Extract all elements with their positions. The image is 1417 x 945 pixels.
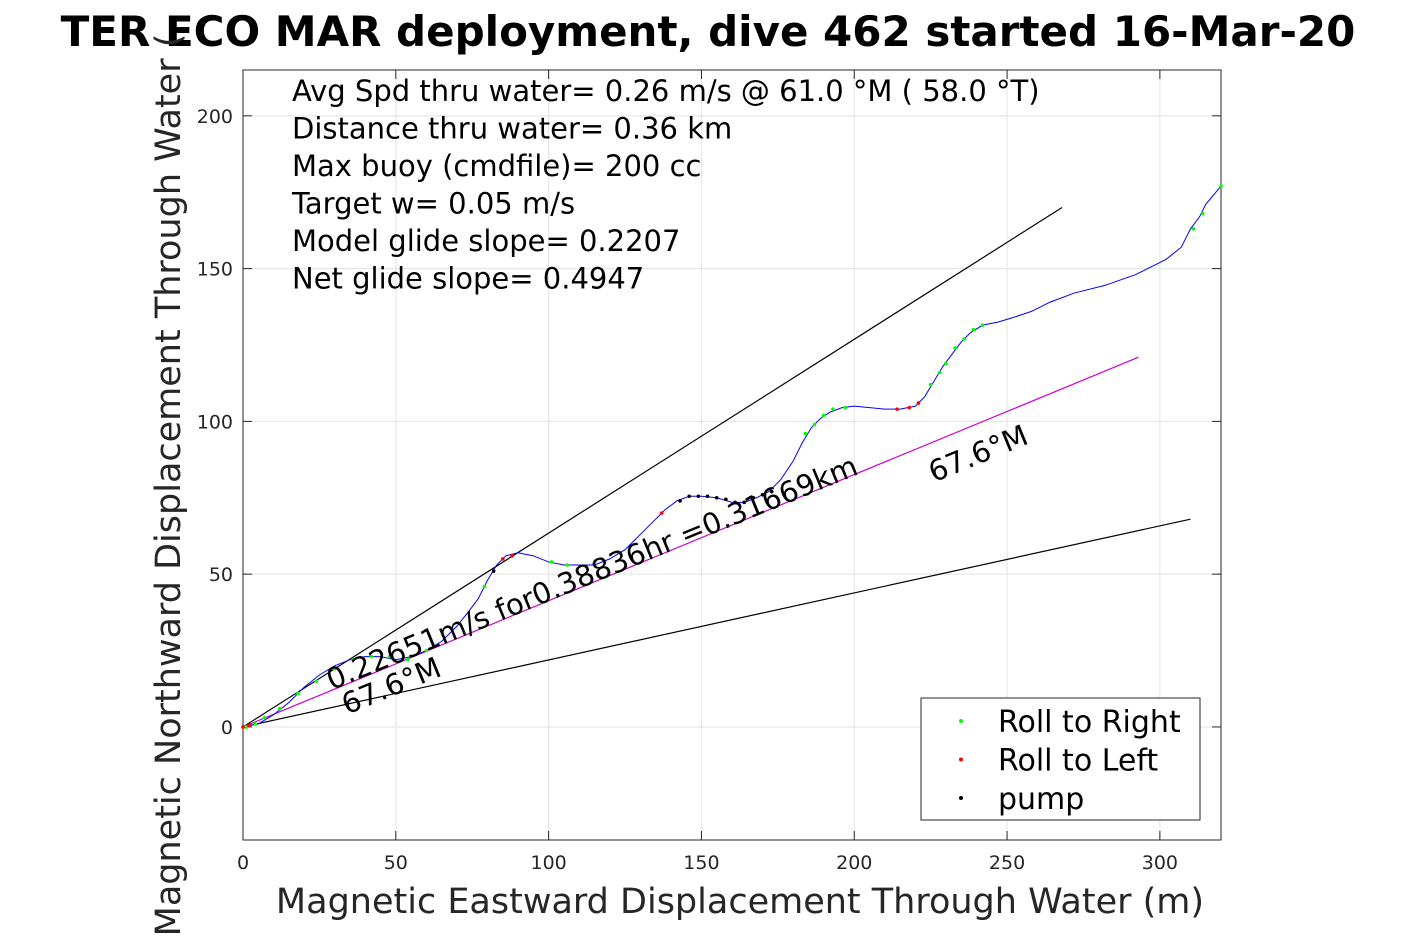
- x-tick-label: 100: [530, 852, 566, 874]
- stat-line: Distance thru water= 0.36 km: [292, 112, 732, 146]
- point-roll-to-left: [241, 725, 245, 729]
- legend-marker: [959, 757, 963, 762]
- point-roll-to-right: [1200, 211, 1205, 216]
- point-roll-to-right: [314, 679, 319, 683]
- point-roll-to-right: [953, 346, 957, 350]
- x-tick-label: 150: [683, 852, 719, 874]
- point-roll-to-right: [277, 706, 282, 711]
- legend-box: [920, 697, 1201, 821]
- legend-entry: Roll to Left: [998, 744, 1158, 779]
- point-roll-to-right: [351, 657, 355, 662]
- point-pump: [724, 497, 728, 502]
- x-tick-label: 300: [1142, 852, 1178, 874]
- point-roll-to-right: [938, 370, 942, 375]
- point-roll-to-right: [332, 667, 337, 671]
- glider-track-line: [242, 185, 1222, 728]
- point-roll-to-left: [895, 407, 899, 411]
- point-roll-to-left: [500, 557, 505, 561]
- x-tick-label: 250: [989, 852, 1025, 874]
- point-roll-to-right: [406, 657, 410, 662]
- point-pump: [760, 492, 765, 497]
- x-tick-label: 200: [836, 852, 872, 874]
- y-tick-label: 150: [197, 259, 233, 281]
- chart-title: TER ECO MAR deployment, dive 462 started…: [61, 7, 1356, 56]
- point-roll-to-right: [831, 407, 835, 411]
- y-tick-label: 0: [221, 717, 233, 739]
- point-roll-to-right: [803, 431, 808, 436]
- point-roll-to-right: [812, 422, 817, 427]
- legend-entry: Roll to Right: [998, 705, 1181, 740]
- stat-line: Net glide slope= 0.4947: [292, 262, 644, 296]
- point-roll-to-right: [253, 722, 258, 726]
- legend-marker: [959, 796, 963, 800]
- legend-marker: [959, 719, 963, 723]
- point-roll-to-right: [971, 327, 976, 332]
- point-roll-to-right: [482, 584, 487, 589]
- point-pump: [769, 489, 774, 494]
- stat-line: Target w= 0.05 m/s: [291, 187, 575, 221]
- point-roll-to-right: [387, 654, 392, 659]
- plot-area: [242, 69, 1222, 841]
- point-roll-to-right: [962, 337, 967, 341]
- reference-lines: [242, 206, 1191, 728]
- stat-line: Avg Spd thru water= 0.26 m/s @ 61.0 °M (…: [292, 74, 1040, 108]
- point-roll-to-left: [659, 511, 664, 515]
- stat-line: Model glide slope= 0.2207: [292, 224, 680, 258]
- point-roll-to-right: [821, 413, 826, 418]
- point-roll-to-right: [296, 691, 300, 696]
- point-roll-to-right: [1191, 227, 1196, 231]
- y-tick-label: 50: [209, 564, 233, 586]
- point-pump: [742, 500, 747, 505]
- line-annotation: 67.6°M: [923, 418, 1032, 489]
- grid: [242, 70, 1221, 840]
- point-roll-to-right: [244, 725, 248, 729]
- point-roll-to-right: [843, 405, 847, 410]
- reference-line-heading: [242, 356, 1139, 728]
- point-roll-to-right: [928, 382, 933, 387]
- stat-line: Max buoy (cmdfile)= 200 cc: [292, 149, 701, 183]
- y-tick-label: 100: [197, 411, 233, 433]
- point-roll-to-right: [565, 563, 569, 567]
- x-axis-label: Magnetic Eastward Displacement Through W…: [276, 882, 1204, 922]
- line-annotations: 0.22651m/s for0.38836hr =0.31669km 67.6°M…: [321, 418, 1032, 721]
- legend-entry: pump: [998, 782, 1084, 817]
- line-annotation: 0.22651m/s for0.38836hr =0.31669km: [321, 449, 862, 697]
- point-pump: [714, 495, 719, 500]
- point-roll-to-left: [510, 554, 514, 558]
- point-roll-to-right: [980, 323, 985, 327]
- point-pump: [751, 495, 756, 500]
- point-pump: [733, 500, 737, 505]
- point-pump: [705, 494, 710, 499]
- point-roll-to-right: [1219, 184, 1223, 188]
- point-roll-to-right: [262, 715, 267, 720]
- point-roll-to-left: [916, 401, 921, 405]
- axis-ticks: 0 50 100 150 200 250 300 0 50 100 150 200: [197, 70, 1221, 874]
- point-roll-to-right: [549, 560, 554, 564]
- data-points: [241, 184, 1223, 729]
- stats-text: Avg Spd thru water= 0.26 m/s @ 61.0 °M (…: [291, 74, 1040, 296]
- x-tick-label: 50: [384, 852, 408, 874]
- x-tick-label: 0: [237, 852, 249, 874]
- point-pump: [696, 494, 701, 499]
- point-roll-to-right: [369, 654, 374, 659]
- reference-line-lower: [242, 518, 1191, 728]
- point-roll-to-right: [944, 361, 948, 366]
- reference-line-upper: [242, 206, 1063, 728]
- point-pump: [678, 499, 682, 503]
- point-roll-to-left: [907, 405, 912, 410]
- point-roll-to-left: [247, 723, 251, 728]
- point-pump: [687, 494, 692, 499]
- point-roll-to-right: [424, 648, 429, 653]
- y-axis-label: Magnetic Northward Displacement Through …: [149, 34, 189, 937]
- point-pump: [491, 569, 496, 573]
- y-tick-label: 200: [197, 106, 233, 128]
